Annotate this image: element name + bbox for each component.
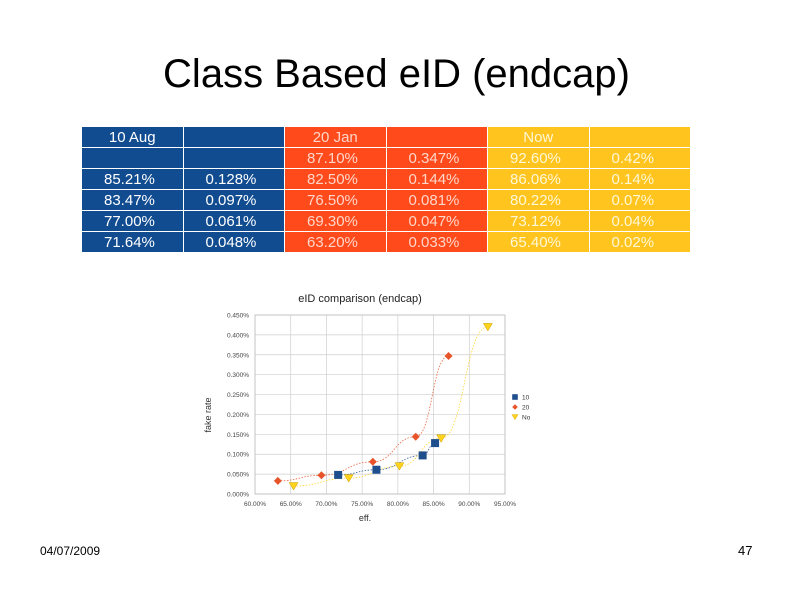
data-point-now <box>436 434 447 443</box>
y-tick-label: 0.100% <box>227 452 249 459</box>
table-cell: 80.22% <box>487 189 590 211</box>
header-cell-blank <box>385 126 488 148</box>
table-row: 71.64% 0.048% 63.20% 0.033% 65.40% 0.02% <box>81 231 691 253</box>
data-point-10-aug <box>418 451 427 460</box>
data-point-20-jan <box>411 432 420 441</box>
table-cell: 86.06% <box>487 168 590 190</box>
table-cell: 92.60% <box>487 147 590 169</box>
legend-marker-10-aug <box>512 394 518 400</box>
y-tick-label: 0.350% <box>227 352 249 359</box>
table-cell: 0.14% <box>588 168 691 190</box>
table-row: 77.00% 0.061% 69.30% 0.047% 73.12% 0.04% <box>81 210 691 232</box>
legend-label-20-jan: 20 Jan <box>522 405 530 412</box>
y-tick-label: 0.450% <box>227 313 249 320</box>
header-cell-now: Now <box>487 126 590 148</box>
legend-marker-now <box>511 414 519 421</box>
legend-label-10-aug: 10 Aug <box>522 395 530 402</box>
table-cell: 0.02% <box>588 231 691 253</box>
data-point-20-jan <box>273 476 282 485</box>
tick-labels: 0.000% 0.050% 0.100% 0.150% 0.200% 0.250% 0.30… <box>227 313 516 509</box>
header-cell-blank <box>588 126 691 148</box>
table-cell: 0.048% <box>182 231 285 253</box>
data-point-now <box>482 323 493 332</box>
y-tick-label: 0.000% <box>227 492 249 499</box>
table-cell: 65.40% <box>487 231 590 253</box>
y-axis-label: fake rate <box>203 397 213 432</box>
efficiency-table: 10 Aug 20 Jan Now 87.10% 0.347% 92.60% 0… <box>81 126 691 253</box>
trend-line-now <box>293 326 488 487</box>
y-tick-label: 0.400% <box>227 332 249 339</box>
data-point-20-jan <box>368 457 377 466</box>
table-cell: 73.12% <box>487 210 590 232</box>
header-cell-blank <box>182 126 285 148</box>
table-cell: 0.347% <box>385 147 488 169</box>
chart-title: eID comparison (endcap) <box>298 293 422 305</box>
data-point-now <box>288 482 299 491</box>
x-tick-label: 85.00% <box>423 501 445 508</box>
table-cell: 0.081% <box>385 189 488 211</box>
x-tick-label: 75.00% <box>351 501 373 508</box>
x-axis-label: eff. <box>359 513 371 523</box>
y-tick-label: 0.050% <box>227 472 249 479</box>
table-cell: 87.10% <box>284 147 387 169</box>
data-point-20-jan <box>444 351 453 360</box>
x-tick-label: 95.00% <box>494 501 516 508</box>
data-point-20-jan <box>317 471 326 480</box>
table-cell: 0.144% <box>385 168 488 190</box>
header-cell-20jan: 20 Jan <box>284 126 387 148</box>
slide-title: Class Based eID (endcap) <box>163 52 630 96</box>
data-points <box>273 323 493 491</box>
y-tick-label: 0.300% <box>227 372 249 379</box>
table-row: 87.10% 0.347% 92.60% 0.42% <box>81 147 691 169</box>
table-cell: 77.00% <box>81 210 184 232</box>
table-cell: 0.07% <box>588 189 691 211</box>
table-cell: 83.47% <box>81 189 184 211</box>
table-cell: 0.097% <box>182 189 285 211</box>
legend-label-now: Now <box>522 415 530 422</box>
y-tick-label: 0.250% <box>227 392 249 399</box>
table-cell: 0.128% <box>182 168 285 190</box>
table-cell: 63.20% <box>284 231 387 253</box>
table-cell: 85.21% <box>81 168 184 190</box>
y-tick-label: 0.150% <box>227 432 249 439</box>
table-cell: 69.30% <box>284 210 387 232</box>
x-tick-label: 65.00% <box>280 501 302 508</box>
table-cell: 0.04% <box>588 210 691 232</box>
x-tick-label: 70.00% <box>315 501 337 508</box>
footer-date: 04/07/2009 <box>40 544 101 558</box>
legend-marker-20-jan <box>512 404 518 410</box>
header-cell-10aug: 10 Aug <box>81 126 184 148</box>
data-point-now <box>343 474 354 483</box>
table-row: 83.47% 0.097% 76.50% 0.081% 80.22% 0.07% <box>81 189 691 211</box>
data-point-10-aug <box>431 439 440 448</box>
plot-frame <box>254 314 506 495</box>
trend-lines <box>277 326 488 487</box>
y-tick-label: 0.200% <box>227 412 249 419</box>
table-cell: 0.42% <box>588 147 691 169</box>
x-tick-label: 60.00% <box>244 501 266 508</box>
grid-layer <box>254 314 506 495</box>
table-cell: 76.50% <box>284 189 387 211</box>
table-cell: 0.061% <box>182 210 285 232</box>
data-point-10-aug <box>372 465 381 474</box>
table-cell: 82.50% <box>284 168 387 190</box>
table-header-row: 10 Aug 20 Jan Now <box>81 126 691 148</box>
table-cell: 0.033% <box>385 231 488 253</box>
data-point-now <box>394 462 405 471</box>
table-cell <box>182 147 285 169</box>
eid-comparison-chart: eID comparison (endcap) eff. fake rate 0… <box>190 285 543 525</box>
page-number: 47 <box>738 543 753 558</box>
table-cell: 71.64% <box>81 231 184 253</box>
x-tick-label: 90.00% <box>458 501 480 508</box>
data-point-10-aug <box>334 470 343 479</box>
trend-line-20-jan <box>277 355 449 482</box>
chart-svg: eID comparison (endcap) eff. fake rate 0… <box>203 293 543 523</box>
chart-legend: 10 Aug 20 Jan Now <box>511 394 543 422</box>
table-row: 85.21% 0.128% 82.50% 0.144% 86.06% 0.14% <box>81 168 691 190</box>
x-tick-label: 80.00% <box>387 501 409 508</box>
table-cell: 0.047% <box>385 210 488 232</box>
table-cell <box>81 147 184 169</box>
